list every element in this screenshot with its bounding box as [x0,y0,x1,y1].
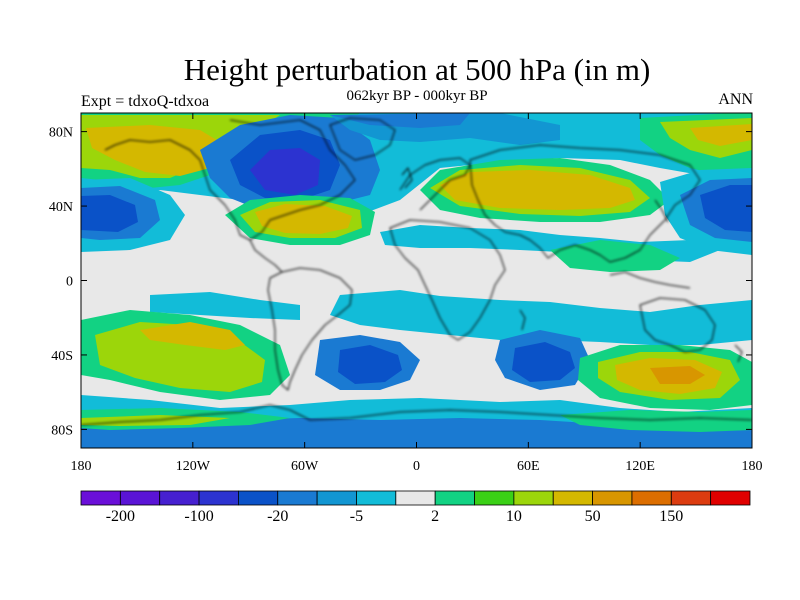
coast-australia [639,297,716,353]
colorbar-swatch [434,490,475,506]
colorbar-label: -5 [350,508,363,525]
lon-tick-label: 180 [71,459,92,474]
colorbar-label: 2 [431,508,439,525]
contour-natl-gold [255,204,352,234]
coast-north-america [104,119,356,241]
contour-eurasia-gold [440,170,635,210]
coast-central-america [249,239,283,273]
lat-tick-label: 80N [49,126,73,141]
coast-antarctica [81,404,752,426]
colorbar-label: -20 [267,508,288,525]
contour-so-green-east [560,410,752,432]
contour-arctic-darkblue [330,113,470,128]
coast-madagascar [519,309,526,331]
coast-asia [469,144,701,263]
contour-sh-cyan-band [150,292,300,320]
coast-greenland [329,117,396,161]
contour-sh-darkblue-indian [512,342,575,382]
lat-tick-label: 40S [51,349,73,364]
colorbar-label: 150 [659,508,683,525]
lon-tick-label: 60W [291,459,319,474]
colorbar-label: -100 [184,508,213,525]
coastlines [81,117,752,426]
colorbar-swatch [277,490,318,506]
contour-nepac-yellow [690,124,752,146]
colorbar-swatch [670,490,712,506]
longitude-axis: 180 120W 60W 0 60E 120E 180 [71,113,763,474]
plot-title: Height perturbation at 500 hPa (in m) [183,52,651,87]
plot-subtitle: 062kyr BP - 000kyr BP [346,88,488,104]
contour-sh-high-pac-gold [140,322,245,350]
lat-tick-label: 0 [66,275,73,290]
contour-sh-high-aus-orange [650,366,705,384]
contour-npac-east-darkblue [700,185,752,232]
coast-uk [401,167,413,189]
colorbar-swatch [159,490,200,506]
coast-south-america [267,267,353,391]
colorbar-label: 50 [585,508,601,525]
colorbar-swatch [198,490,239,506]
map-panel: 80N 40N 0 40S 80S 180 120W 60W 0 60E 120E 180 [49,112,763,474]
colorbar-swatch [80,490,121,506]
colorbar-swatch [119,490,161,506]
colorbar-swatch [552,490,593,506]
lon-tick-label: 0 [413,459,420,474]
coast-indonesia [609,271,691,289]
lat-tick-label: 80S [51,423,73,438]
colorbar-swatch [395,490,436,506]
contour-sh-darkblue-atl [338,345,402,384]
coast-nz [734,344,743,363]
contour-canada-deepblue [250,148,320,195]
colorbar-swatch [592,490,633,506]
contour-north-gold [86,125,225,176]
lon-tick-label: 120E [625,459,655,474]
contour-field [81,113,752,448]
colorbar-swatch [631,490,672,506]
contour-npac-west-darkblue [81,195,138,232]
colorbar-swatch [316,490,357,506]
season-label: ANN [718,91,753,108]
experiment-label: Expt = tdxoQ-tdxoa [81,93,210,110]
coast-africa [389,219,506,341]
colorbar-swatch [238,490,279,506]
colorbar-label: 10 [506,508,522,525]
colorbar-swatch [356,490,397,506]
lon-tick-label: 180 [742,459,763,474]
colorbar-swatch [513,490,554,506]
colorbar-swatch [474,490,515,506]
colorbar: -200 -100 -20 -5 2 10 50 150 [80,490,751,525]
lon-tick-label: 120W [176,459,211,474]
latitude-axis: 80N 40N 0 40S 80S [49,126,752,438]
colorbar-swatch [710,490,751,506]
lon-tick-label: 60E [517,459,540,474]
colorbar-label: -200 [106,508,135,525]
coast-japan [654,199,669,223]
lat-tick-label: 40N [49,200,73,215]
contour-so-blue [81,418,752,448]
